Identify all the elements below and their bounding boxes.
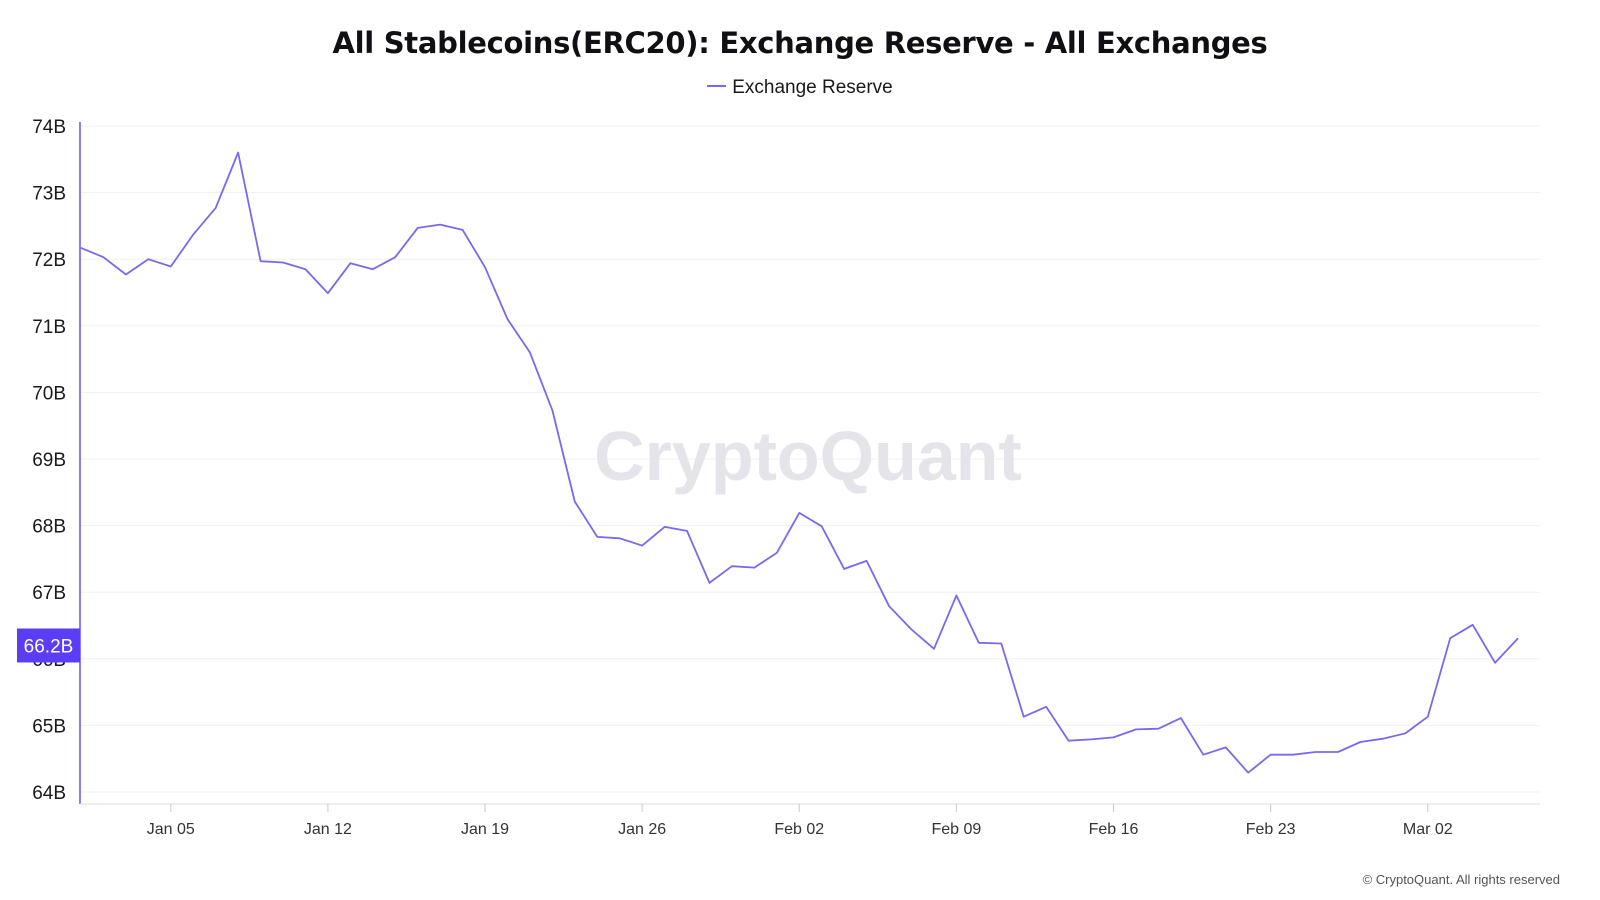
x-tick-label: Jan 12 <box>304 821 352 838</box>
x-axis-ticks: Jan 05 Jan 12 Jan 19 Jan 26 Feb 02 Feb 09 Feb … <box>147 804 1453 838</box>
x-tick-label: Jan 05 <box>147 821 195 838</box>
legend-label: Exchange Reserve <box>732 77 893 98</box>
x-tick-label: Jan 26 <box>618 821 666 838</box>
y-tick-label: 73B <box>32 184 66 205</box>
current-value-marker: 66.2B <box>17 628 80 663</box>
series-line-exchange-reserve[interactable] <box>80 151 1519 774</box>
axes <box>79 122 1540 805</box>
current-value-badge <box>17 628 80 663</box>
y-tick-label: 70B <box>32 383 66 404</box>
y-tick-label: 68B <box>32 517 66 538</box>
x-tick-label: Mar 02 <box>1403 821 1453 838</box>
x-tick-label: Feb 09 <box>931 821 981 838</box>
y-tick-label: 64B <box>32 783 66 804</box>
gridlines <box>81 125 1540 793</box>
watermark: CryptoQuant <box>594 417 1022 495</box>
y-axis-ticks: 74B73B72B71B70B69B68B67B66B65B64B <box>32 117 66 804</box>
legend[interactable]: Exchange Reserve <box>0 77 1600 99</box>
legend-swatch <box>707 84 727 87</box>
x-tick-label: Jan 19 <box>461 821 509 838</box>
y-tick-label: 67B <box>32 583 66 604</box>
y-tick-label: 69B <box>32 450 66 471</box>
y-tick-label: 74B <box>32 117 66 138</box>
x-tick-label: Feb 23 <box>1246 821 1296 838</box>
series-layer <box>80 151 1519 774</box>
y-tick-label: 71B <box>32 317 66 338</box>
x-tick-label: Feb 02 <box>774 821 824 838</box>
y-tick-label: 72B <box>32 250 66 271</box>
copyright-notice: © CryptoQuant. All rights reserved <box>1362 872 1560 887</box>
current-value-label: 66.2B <box>24 636 74 657</box>
chart-title: All Stablecoins(ERC20): Exchange Reserve… <box>332 26 1268 60</box>
x-tick-label: Feb 16 <box>1089 821 1139 838</box>
y-tick-label: 65B <box>32 716 66 737</box>
